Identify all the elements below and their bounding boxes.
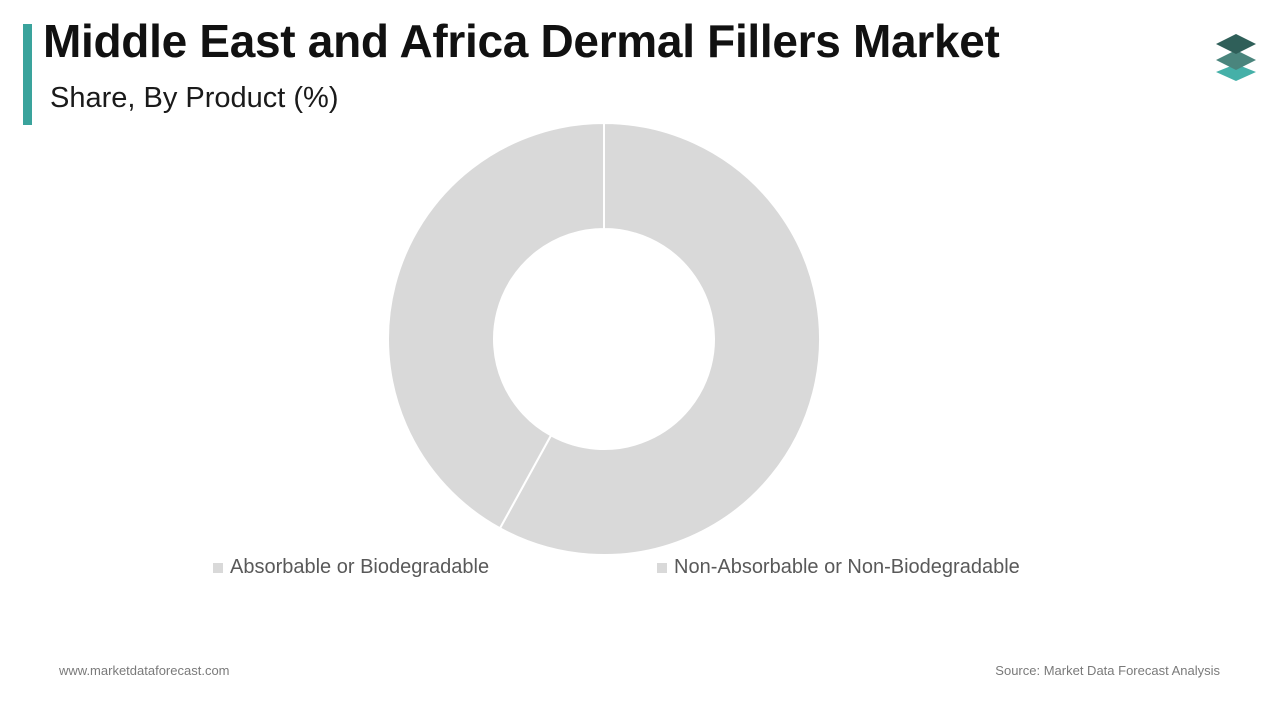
legend-item: Absorbable or Biodegradable <box>213 556 489 579</box>
chart-title: Middle East and Africa Dermal Fillers Ma… <box>43 15 1000 67</box>
logo-layer-middle <box>1216 50 1256 70</box>
legend-label: Absorbable or Biodegradable <box>230 556 490 578</box>
legend-swatch <box>213 562 223 573</box>
legend-swatch <box>657 562 667 573</box>
legend-label: Non-Absorbable or Non-Biodegradable <box>674 556 1020 578</box>
chart-legend: Absorbable or Biodegradable Non-Absorbabl… <box>0 556 1280 582</box>
footer-source: Source: Market Data Forecast Analysis <box>995 663 1220 678</box>
legend-item: Non-Absorbable or Non-Biodegradable <box>657 556 1020 579</box>
donut-slice-non-absorbable-or-non-biodegradable <box>498 121 821 556</box>
stacked-layers-icon <box>1216 34 1256 81</box>
footer-website: www.marketdataforecast.com <box>59 663 230 678</box>
logo-layer-bottom <box>1216 64 1256 81</box>
donut-chart <box>387 121 821 556</box>
logo-layer-top <box>1216 34 1256 54</box>
chart-subtitle: Share, By Product (%) <box>50 82 339 114</box>
title-accent-bar <box>23 24 32 125</box>
donut-slice-absorbable-or-biodegradable <box>387 121 605 530</box>
